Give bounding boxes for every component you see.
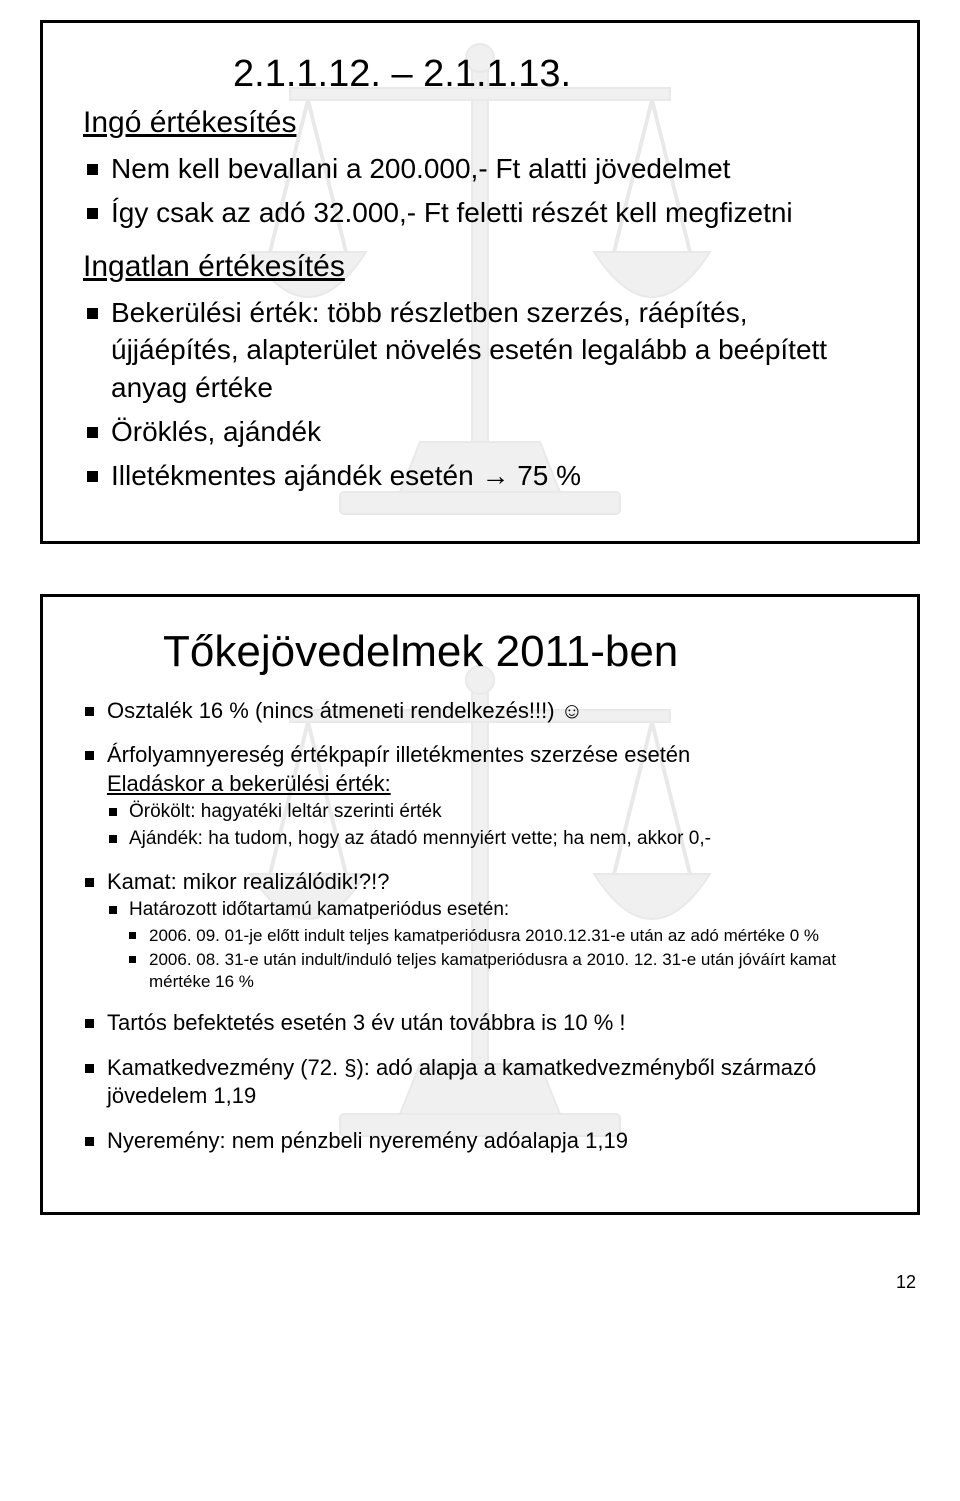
list-item: 2006. 09. 01-je előtt indult teljes kama… xyxy=(129,925,877,947)
slide-1-numbers: 2.1.1.12. – 2.1.1.13. xyxy=(233,53,877,96)
page-number: 12 xyxy=(896,1272,916,1293)
slide-1: 2.1.1.12. – 2.1.1.13. Ingó értékesítés N… xyxy=(40,20,920,544)
list-item-lead: Kamat: mikor realizálódik!?!? xyxy=(107,869,389,894)
slide-1-list-a: Nem kell bevallani a 200.000,- Ft alatti… xyxy=(83,150,877,232)
list-item: 2006. 08. 31-e után indult/induló teljes… xyxy=(129,949,877,993)
list-item-tartos: Tartós befektetés esetén 3 év után továb… xyxy=(83,1009,877,1038)
slide-1-heading-ingo: Ingó értékesítés xyxy=(83,106,877,140)
list-item-arfolyam: Árfolyamnyereség értékpapír illetékmente… xyxy=(83,741,877,852)
list-item-sub-underline: Eladáskor a bekerülési érték: xyxy=(107,771,391,796)
list-item-nyeremeny: Nyeremény: nem pénzbeli nyeremény adóala… xyxy=(83,1127,877,1156)
page: 2.1.1.12. – 2.1.1.13. Ingó értékesítés N… xyxy=(0,0,960,1305)
list-item: Öröklés, ajándék xyxy=(83,413,877,451)
list-item: Nem kell bevallani a 200.000,- Ft alatti… xyxy=(83,150,877,188)
list-item-osztalek: Osztalék 16 % (nincs átmeneti rendelkezé… xyxy=(83,697,877,726)
list-item-sub: Határozott időtartamú kamatperiódus eset… xyxy=(129,899,509,920)
list-item: Így csak az adó 32.000,- Ft feletti rész… xyxy=(83,194,877,232)
list-item: Illetékmentes ajándék esetén → 75 % xyxy=(83,457,877,495)
list-item: Bekerülési érték: több részletben szerzé… xyxy=(83,294,877,407)
slide-2: Tőkejövedelmek 2011-ben Osztalék 16 % (n… xyxy=(40,594,920,1215)
list-item-kamatkedvezmeny: Kamatkedvezmény (72. §): adó alapja a ka… xyxy=(83,1054,877,1111)
list-item-lead: Árfolyamnyereség értékpapír illetékmente… xyxy=(107,742,690,767)
slide-2-title: Tőkejövedelmek 2011-ben xyxy=(163,627,877,677)
slide-1-heading-ingatlan: Ingatlan értékesítés xyxy=(83,250,877,284)
list-item: Örökölt: hagyatéki leltár szerinti érték xyxy=(107,800,877,825)
list-item: Ajándék: ha tudom, hogy az átadó mennyié… xyxy=(107,827,877,852)
inner-list: Határozott időtartamú kamatperiódus eset… xyxy=(107,898,877,993)
slide-2-list: Osztalék 16 % (nincs átmeneti rendelkezé… xyxy=(83,697,877,1156)
inner-list-2: 2006. 09. 01-je előtt indult teljes kama… xyxy=(129,925,877,993)
slide-1-list-b: Bekerülési érték: több részletben szerzé… xyxy=(83,294,877,495)
list-item-kamat: Kamat: mikor realizálódik!?!? Határozott… xyxy=(83,868,877,994)
inner-list: Örökölt: hagyatéki leltár szerinti érték… xyxy=(107,800,877,851)
list-item: Határozott időtartamú kamatperiódus eset… xyxy=(107,898,877,993)
